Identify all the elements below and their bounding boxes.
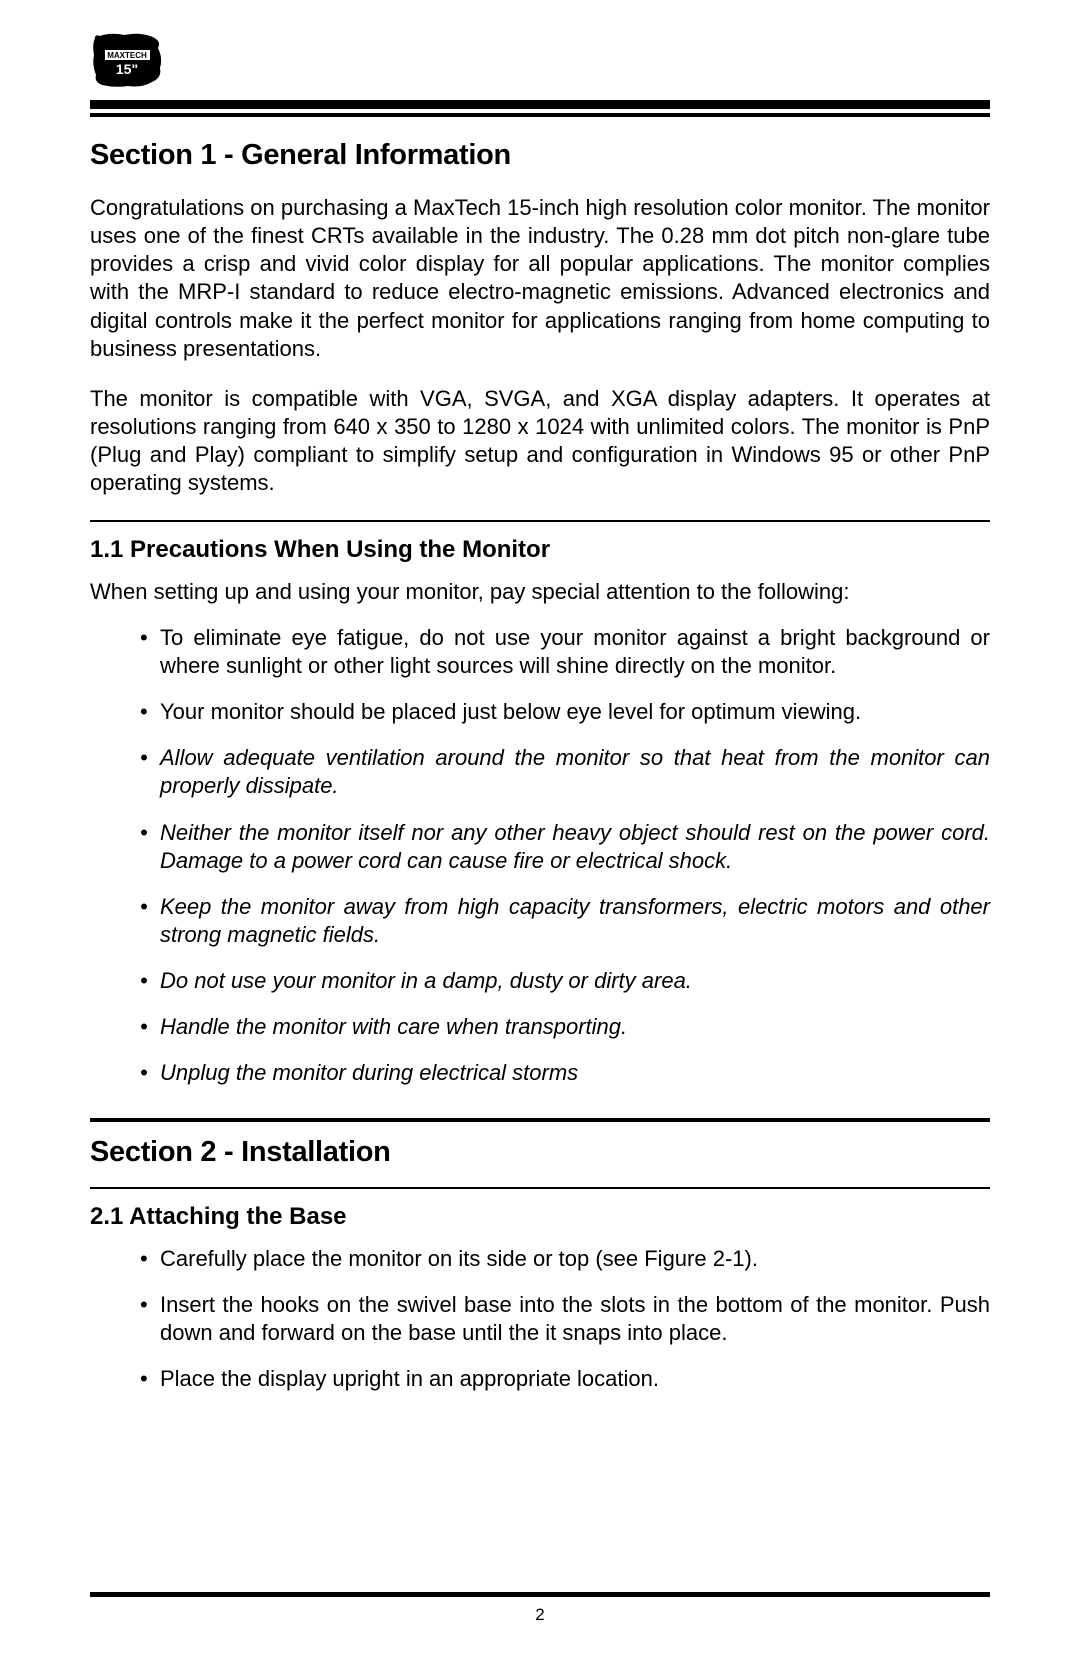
- install-item: Insert the hooks on the swivel base into…: [140, 1291, 990, 1347]
- install-item: Place the display upright in an appropri…: [140, 1365, 990, 1393]
- precaution-item: Do not use your monitor in a damp, dusty…: [140, 967, 990, 995]
- subsection-1-1-title: 1.1 Precautions When Using the Monitor: [90, 536, 990, 564]
- section-1-title: Section 1 - General Information: [90, 139, 990, 172]
- page-number: 2: [0, 1605, 1080, 1625]
- document-page: MAXTECH 15" Section 1 - General Informat…: [0, 0, 1080, 1669]
- subsection-rule: [90, 520, 990, 522]
- svg-text:15": 15": [116, 61, 138, 77]
- precaution-item: Unplug the monitor during electrical sto…: [140, 1059, 990, 1087]
- precaution-item: Handle the monitor with care when transp…: [140, 1013, 990, 1041]
- precaution-item: To eliminate eye fatigue, do not use you…: [140, 624, 990, 680]
- precaution-item: Keep the monitor away from high capacity…: [140, 893, 990, 949]
- subsection-1-1-intro: When setting up and using your monitor, …: [90, 578, 990, 606]
- subsection-2-rule: [90, 1187, 990, 1189]
- section-1-paragraph-1: Congratulations on purchasing a MaxTech …: [90, 194, 990, 363]
- section-2-title: Section 2 - Installation: [90, 1136, 990, 1169]
- brand-logo: MAXTECH 15": [90, 30, 165, 90]
- header-rule-thick: [90, 100, 990, 109]
- install-item: Carefully place the monitor on its side …: [140, 1245, 990, 1273]
- svg-text:MAXTECH: MAXTECH: [107, 51, 147, 60]
- install-list: Carefully place the monitor on its side …: [90, 1245, 990, 1394]
- precaution-item: Neither the monitor itself nor any other…: [140, 819, 990, 875]
- subsection-2-1-title: 2.1 Attaching the Base: [90, 1203, 990, 1231]
- header-rule-thin: [90, 113, 990, 117]
- precaution-item: Your monitor should be placed just below…: [140, 698, 990, 726]
- footer-rule: [90, 1592, 990, 1597]
- precautions-list: To eliminate eye fatigue, do not use you…: [90, 624, 990, 1088]
- precaution-item: Allow adequate ventilation around the mo…: [140, 744, 990, 800]
- section-1-paragraph-2: The monitor is compatible with VGA, SVGA…: [90, 385, 990, 498]
- section-2-top-rule: [90, 1118, 990, 1122]
